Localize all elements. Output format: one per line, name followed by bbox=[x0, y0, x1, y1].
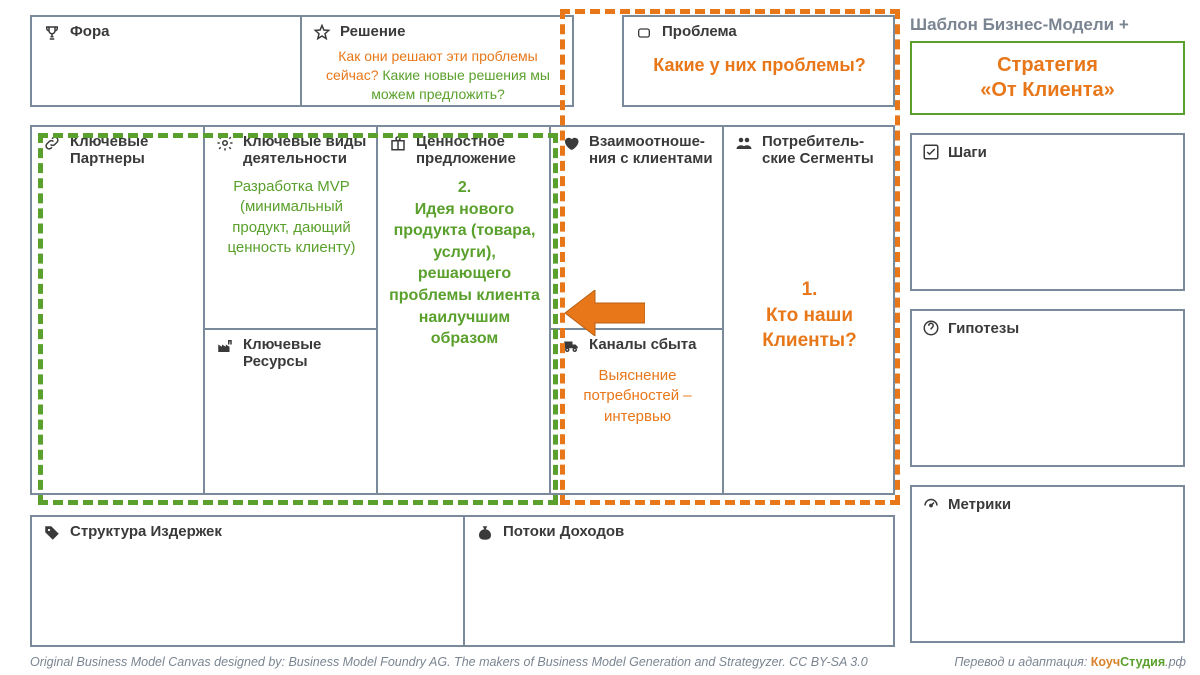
check-icon bbox=[922, 143, 940, 161]
metrics-label: Метрики bbox=[948, 496, 1011, 513]
moneybag-icon bbox=[475, 523, 495, 543]
channels-title: Каналы сбыта bbox=[589, 336, 697, 353]
sidebar: Шаблон Бизнес-Модели + Стратегия «От Кли… bbox=[910, 15, 1185, 643]
truck-icon bbox=[561, 336, 581, 356]
cell-fora: Фора bbox=[30, 15, 302, 107]
footer-prefix: Перевод и адаптация: bbox=[954, 655, 1090, 669]
activities-title: Ключевые виды деятельности bbox=[243, 133, 368, 167]
cell-resources: Ключевые Ресурсы bbox=[203, 328, 378, 495]
heart-icon bbox=[561, 133, 581, 153]
solution-note-green: Какие новые решения мы можем предложить? bbox=[371, 67, 550, 102]
star-icon bbox=[312, 23, 332, 43]
segments-note: 1. Кто наши Клиенты? bbox=[734, 277, 885, 354]
sidebar-hypotheses: Гипотезы bbox=[910, 309, 1185, 467]
cell-revenue: Потоки Доходов bbox=[463, 515, 895, 647]
cell-relations: Взаимоотноше-ния с клиентами bbox=[549, 125, 724, 330]
steps-label: Шаги bbox=[948, 144, 987, 161]
cell-partners: Ключевые Партнеры bbox=[30, 125, 205, 495]
link-icon bbox=[42, 133, 62, 153]
footer-brand1: Коуч bbox=[1091, 655, 1120, 669]
footer-adapt: Перевод и адаптация: КоучСтудия.рф bbox=[954, 655, 1186, 669]
problem-question: Какие у них проблемы? bbox=[634, 53, 885, 77]
cell-channels: Каналы сбыта Выяснение потребностей – ин… bbox=[549, 328, 724, 495]
tag-icon bbox=[42, 523, 62, 543]
cell-problem: Проблема Какие у них проблемы? bbox=[622, 15, 895, 107]
gear-icon bbox=[215, 133, 235, 153]
sidebar-heading: Шаблон Бизнес-Модели + bbox=[910, 15, 1185, 35]
costs-title: Структура Издержек bbox=[70, 523, 222, 540]
cell-segments: Потребитель-ские Сегменты 1. Кто наши Кл… bbox=[722, 125, 895, 495]
rect-icon bbox=[634, 23, 654, 43]
footer-credit: Original Business Model Canvas designed … bbox=[30, 655, 868, 669]
gift-icon bbox=[388, 133, 408, 153]
factory-icon bbox=[215, 336, 235, 356]
cell-activities: Ключевые виды деятельности Разработка MV… bbox=[203, 125, 378, 330]
cell-costs: Структура Издержек bbox=[30, 515, 465, 647]
people-icon bbox=[734, 133, 754, 153]
sidebar-metrics: Метрики bbox=[910, 485, 1185, 643]
trophy-icon bbox=[42, 23, 62, 43]
channels-note: Выяснение потребностей – интервью bbox=[561, 366, 714, 427]
solution-title: Решение bbox=[340, 23, 405, 40]
footer-suffix: .рф bbox=[1165, 655, 1186, 669]
hypotheses-label: Гипотезы bbox=[948, 320, 1019, 337]
problem-title: Проблема bbox=[662, 23, 737, 40]
footer-brand2: Студия bbox=[1120, 655, 1165, 669]
gauge-icon bbox=[922, 495, 940, 513]
relations-title: Взаимоотноше-ния с клиентами bbox=[589, 133, 714, 167]
value-title: Ценностное предложение bbox=[416, 133, 541, 167]
segments-title: Потребитель-ские Сегменты bbox=[762, 133, 885, 167]
resources-title: Ключевые Ресурсы bbox=[243, 336, 368, 370]
partners-title: Ключевые Партнеры bbox=[70, 133, 195, 167]
question-icon bbox=[922, 319, 940, 337]
sidebar-strategy: Стратегия «От Клиента» bbox=[910, 41, 1185, 115]
cell-value: Ценностное предложение 2. Идея нового пр… bbox=[376, 125, 551, 495]
revenue-title: Потоки Доходов bbox=[503, 523, 624, 540]
fora-title: Фора bbox=[70, 23, 109, 40]
value-note: 2. Идея нового продукта (товара, услуги)… bbox=[388, 177, 541, 350]
sidebar-steps: Шаги bbox=[910, 133, 1185, 291]
activities-note: Разработка MVP (минимальный продукт, даю… bbox=[215, 177, 368, 258]
cell-solution: Решение Как они решают эти проблемы сейч… bbox=[300, 15, 574, 107]
